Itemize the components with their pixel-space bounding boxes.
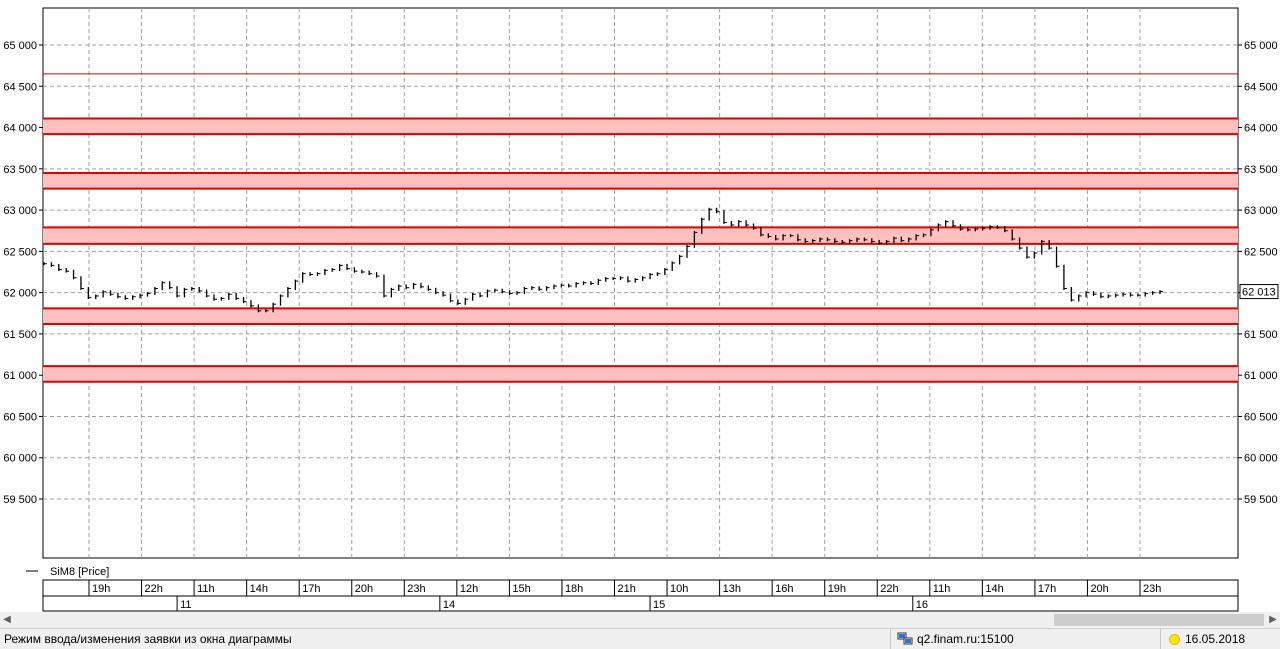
status-date: 16.05.2018 [1160, 629, 1245, 649]
session-indicator-icon [1169, 633, 1180, 645]
y-tick-label-right: 62 500 [1244, 246, 1278, 258]
day-label: 16 [916, 599, 928, 611]
y-tick-label-left: 62 500 [3, 246, 37, 258]
server-address: q2.finam.ru:15100 [917, 632, 1014, 646]
hour-label: 23h [407, 583, 425, 595]
last-price-label: 62 013 [1242, 287, 1276, 299]
y-tick-label-right: 59 500 [1244, 494, 1278, 506]
chart-area[interactable]: 65 000 65 000 64 500 64 500 64 000 64 000 63 5… [0, 0, 1280, 628]
hour-label: 23h [1143, 583, 1161, 595]
legend-label: SiM8 [Price] [50, 566, 109, 578]
hour-label: 20h [1090, 583, 1108, 595]
hour-label: 10h [670, 583, 688, 595]
status-server: q2.finam.ru:15100 [890, 629, 1014, 649]
y-tick-label-right: 64 500 [1244, 81, 1278, 93]
y-tick-label-right: 61 500 [1244, 329, 1278, 341]
plot-frame [42, 7, 1239, 559]
status-mode-text: Режим ввода/изменения заявки из окна диа… [4, 632, 292, 646]
day-label: 11 [180, 599, 191, 611]
level-band [43, 366, 1238, 382]
y-tick-label-left: 61 000 [3, 370, 37, 382]
hour-label: 14h [250, 583, 268, 595]
level-band [43, 308, 1238, 325]
level-band [43, 227, 1238, 244]
y-tick-label-right: 65 000 [1244, 40, 1278, 52]
level-band [43, 118, 1238, 135]
day-label: 15 [653, 599, 665, 611]
y-tick-label-right: 63 000 [1244, 205, 1278, 217]
scrollbar-thumb[interactable] [1054, 614, 1264, 626]
y-tick-label-left: 61 500 [3, 329, 37, 341]
date-text: 16.05.2018 [1185, 632, 1246, 646]
hour-label: 12h [460, 583, 478, 595]
hour-label: 16h [775, 583, 793, 595]
hour-label: 20h [355, 583, 373, 595]
hour-label: 11h [197, 583, 215, 595]
last-price-box [1239, 284, 1279, 300]
level-band [43, 172, 1238, 189]
y-tick-label-right: 60 500 [1244, 411, 1278, 423]
hour-label: 17h [1038, 583, 1056, 595]
y-tick-label-right: 64 000 [1244, 123, 1278, 135]
y-tick-label-left: 64 000 [3, 123, 37, 135]
y-tick-label-left: 62 000 [3, 288, 37, 300]
y-tick-label-left: 60 000 [3, 453, 37, 465]
hour-label: 18h [565, 583, 583, 595]
y-tick-label-left: 64 500 [3, 81, 37, 93]
y-tick-label-right: 63 500 [1244, 164, 1278, 176]
scroll-left-icon[interactable]: ◀ [3, 614, 11, 625]
y-tick-label-left: 65 000 [3, 40, 37, 52]
status-bar: Режим ввода/изменения заявки из окна диа… [0, 628, 1280, 649]
hour-label: 15h [512, 583, 530, 595]
y-tick-label-left: 63 500 [3, 164, 37, 176]
hour-label: 22h [880, 583, 898, 595]
y-tick-label-left: 63 000 [3, 205, 37, 217]
day-label: 14 [443, 599, 455, 611]
hour-label: 21h [618, 583, 636, 595]
price-chart[interactable]: 65 000 65 000 64 500 64 500 64 000 64 000 63 5… [0, 0, 1280, 612]
hour-label: 19h [92, 583, 110, 595]
hour-label: 14h [985, 583, 1003, 595]
hour-label: 13h [723, 583, 741, 595]
hour-label: 11h [933, 583, 951, 595]
y-tick-label-right: 60 000 [1244, 453, 1278, 465]
scroll-right-icon[interactable]: ▶ [1269, 614, 1277, 625]
hour-label: 22h [145, 583, 163, 595]
hour-label: 17h [302, 583, 320, 595]
horizontal-scrollbar[interactable] [0, 612, 1280, 628]
network-connection-icon [897, 632, 913, 645]
hour-label: 19h [828, 583, 846, 595]
y-tick-label-right: 61 000 [1244, 370, 1278, 382]
y-tick-label-left: 59 500 [3, 494, 37, 506]
y-tick-label-left: 60 500 [3, 411, 37, 423]
